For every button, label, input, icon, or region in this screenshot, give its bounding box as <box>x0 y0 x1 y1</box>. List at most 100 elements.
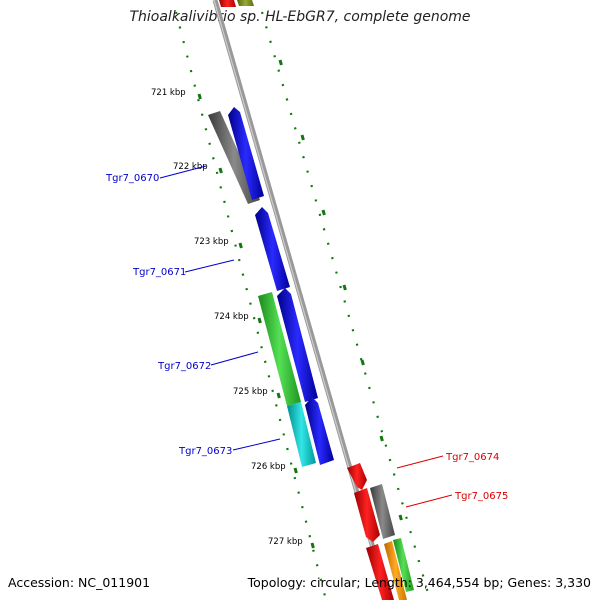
guide-dot <box>396 487 400 491</box>
gene-tgr7-0672-blue <box>277 288 318 402</box>
guide-dot <box>323 593 326 596</box>
gene-tgr7-0673-cyan <box>287 402 316 467</box>
major-tick <box>257 317 262 324</box>
guide-dot <box>271 389 274 393</box>
guide-dot <box>286 447 289 451</box>
guide-dot <box>376 415 379 419</box>
guide-dot <box>405 516 408 520</box>
guide-dot <box>347 314 351 318</box>
guide-dot <box>289 112 293 116</box>
guide-dot <box>215 171 219 175</box>
gene-red-top <box>219 0 236 7</box>
guide-dot <box>265 26 268 29</box>
guide-dot <box>223 200 226 204</box>
guide-dot <box>392 473 396 476</box>
guide-dot <box>193 84 197 87</box>
gene-tgr7-0672-green <box>258 292 301 406</box>
guide-dot <box>301 505 304 509</box>
major-tick <box>197 93 202 100</box>
accession-label: Accession: NC_011901 <box>8 575 151 590</box>
gene-tgr7-0675-red <box>354 488 380 542</box>
guide-dot <box>293 127 297 130</box>
major-tick <box>293 467 298 474</box>
major-tick <box>342 284 347 291</box>
scale-label-722: 722 kbp <box>173 162 208 172</box>
guide-dot <box>282 433 286 436</box>
gene-labels: Tgr7_0670 Tgr7_0671 Tgr7_0672 Tgr7_0673 … <box>105 165 508 508</box>
guide-dot <box>277 69 281 72</box>
major-tick <box>398 514 403 521</box>
guide-dot <box>267 375 271 378</box>
guide-dot <box>304 520 308 523</box>
scale-label-725: 725 kbp <box>233 387 268 397</box>
guide-dot <box>401 502 404 505</box>
guide-dot <box>355 343 359 346</box>
genome-summary: Topology: circular; Length: 3,464,554 bp… <box>247 575 591 590</box>
scale-label-727: 727 kbp <box>268 537 303 547</box>
gene-tgr7-0673-blue <box>305 397 334 465</box>
guide-dot <box>260 346 263 349</box>
guide-dot <box>339 285 342 289</box>
guide-dot <box>368 386 371 390</box>
guide-dot <box>241 273 245 276</box>
guide-dot <box>230 229 234 233</box>
guide-dot <box>281 83 285 87</box>
scale-ticks <box>197 59 403 549</box>
guide-dot <box>315 564 319 567</box>
guide-dot <box>273 55 276 58</box>
guide-dot <box>322 227 326 231</box>
guide-dot <box>269 40 272 44</box>
scale-label-724: 724 kbp <box>214 312 249 322</box>
major-tick <box>321 209 326 216</box>
major-tick <box>218 167 223 174</box>
guide-dot <box>326 242 330 246</box>
scale-label-723: 723 kbp <box>194 237 229 247</box>
guide-dot <box>318 213 322 217</box>
guide-dot <box>275 404 278 407</box>
scale-label-721: 721 kbp <box>151 88 186 98</box>
guide-dot <box>306 170 309 173</box>
guide-dot <box>278 418 282 422</box>
major-tick <box>276 392 281 399</box>
guide-dot <box>409 530 412 534</box>
guide-dot <box>417 559 421 563</box>
guide-dot <box>351 329 355 332</box>
gene-red-bottom <box>366 544 394 600</box>
major-tick <box>300 134 305 141</box>
guide-dot <box>425 588 429 592</box>
gene-tgr7-0671-blue <box>255 207 290 291</box>
gene-green-bottom <box>393 538 414 592</box>
guide-dot <box>372 401 375 404</box>
guide-dot <box>256 331 260 334</box>
dotted-guides <box>174 11 429 596</box>
guide-dot <box>388 458 392 462</box>
major-tick <box>310 542 315 549</box>
guide-dot <box>308 534 312 538</box>
gene-label-tgr7-0675: Tgr7_0675 <box>454 491 508 502</box>
guide-dot <box>335 271 338 274</box>
guide-dot <box>285 98 289 101</box>
guide-dot <box>312 549 315 552</box>
guide-dot <box>331 256 334 260</box>
guide-dot <box>212 157 215 160</box>
gene-label-tgr7-0670: Tgr7_0670 <box>105 173 159 184</box>
gene-olive-top <box>237 0 254 6</box>
guide-dot <box>289 462 293 465</box>
gene-label-tgr7-0673: Tgr7_0673 <box>178 446 232 457</box>
guide-dot <box>189 69 193 73</box>
guide-dot <box>197 98 200 102</box>
scale-label-726: 726 kbp <box>251 462 286 472</box>
guide-dot <box>384 444 388 447</box>
guide-dot <box>314 199 318 202</box>
guide-dot <box>343 300 347 303</box>
guide-dot <box>204 128 208 131</box>
guide-dot <box>252 316 256 320</box>
guide-dot <box>186 55 189 58</box>
major-tick <box>360 359 365 366</box>
guide-dot <box>298 141 301 144</box>
major-tick <box>238 242 243 249</box>
guide-dot <box>237 258 241 262</box>
gene-features <box>208 0 414 600</box>
guide-dot <box>310 184 314 188</box>
guide-dot <box>363 372 367 375</box>
